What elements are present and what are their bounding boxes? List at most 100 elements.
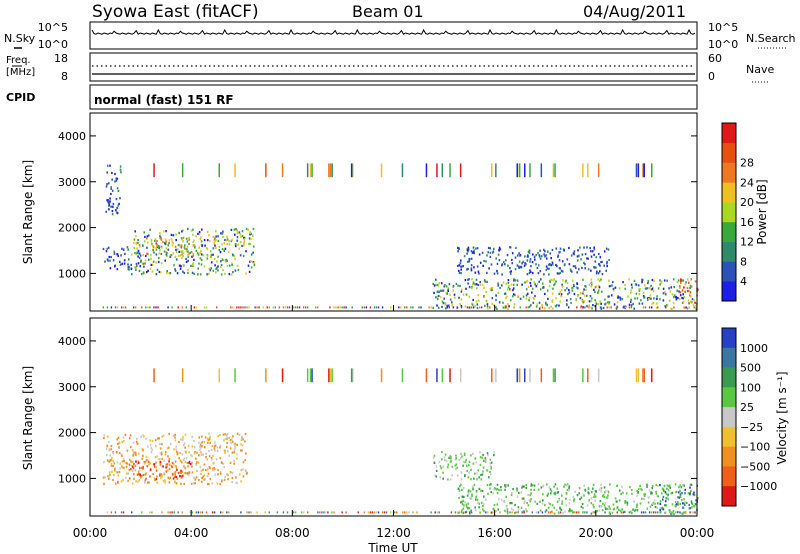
data-cell [475,461,478,464]
data-cell [108,204,110,207]
data-cell [562,512,564,515]
data-cell [460,290,463,293]
data-cell [458,458,461,462]
data-cell [472,452,474,455]
data-cell [680,278,682,281]
data-cell [459,163,462,178]
data-cell [648,511,651,514]
data-cell [136,437,138,440]
data-cell [209,269,212,272]
data-cell [157,306,159,309]
data-cell [505,305,508,308]
data-cell [151,243,153,246]
data-cell [462,499,465,503]
data-cell [250,260,252,263]
data-cell [536,502,539,505]
data-cell [622,281,624,284]
data-cell [662,489,665,492]
data-cell [477,294,480,297]
data-cell [200,472,202,476]
data-cell [278,306,281,309]
data-cell [198,246,200,249]
data-cell [489,458,492,461]
data-cell [590,269,592,272]
data-cell [240,511,242,514]
data-cell [544,504,546,507]
data-cell [470,478,472,481]
data-cell [144,460,147,463]
colorbar-tick-label: −1000 [740,480,777,493]
data-cell [509,270,512,274]
data-cell [592,304,594,307]
data-cell [464,511,467,514]
data-cell [688,294,691,297]
data-cell [201,435,203,438]
data-cell [444,459,446,462]
data-cell [541,282,544,285]
data-cell [174,255,177,258]
data-cell [469,490,472,493]
data-cell [223,478,226,481]
data-cell [583,294,586,297]
data-cell [489,487,491,490]
data-cell [187,271,189,274]
data-cell [129,434,132,437]
data-cell [268,306,270,309]
data-cell [114,172,116,176]
colorbar-tick-label: 1000 [740,342,768,355]
data-cell [529,368,531,383]
data-cell [479,283,482,287]
data-cell [159,447,162,450]
data-cell [142,272,145,275]
data-cell [626,503,629,506]
data-cell [185,257,187,260]
data-cell [497,282,499,285]
colorbar-tick-label: 24 [740,176,754,189]
data-cell [203,446,206,449]
data-cell [505,505,508,508]
data-cell [213,511,216,514]
data-cell [110,256,112,259]
data-cell [661,492,663,495]
data-cell [647,298,649,301]
data-cell [167,244,169,247]
data-cell [281,368,284,383]
data-cell [303,306,305,309]
data-cell [311,163,313,178]
data-cell [540,163,543,178]
data-cell [128,469,131,472]
data-cell [231,477,234,480]
data-cell [232,271,234,274]
data-cell [529,163,531,178]
data-cell [651,287,654,290]
data-cell [225,445,228,448]
data-cell [239,473,241,476]
data-cell [640,488,642,491]
data-cell [174,436,176,439]
data-cell [601,509,604,512]
data-cell [205,246,208,250]
data-cell [241,444,244,447]
data-cell [559,506,561,509]
data-cell [214,441,216,444]
data-cell [234,258,236,261]
data-cell [576,282,579,285]
data-cell [462,507,465,510]
data-cell [608,302,610,305]
data-cell [351,306,353,309]
data-cell [577,294,579,297]
data-cell [457,487,460,490]
data-cell [234,442,237,445]
data-cell [109,454,112,457]
data-cell [590,278,593,281]
data-cell [635,163,638,178]
data-cell [626,501,629,504]
data-cell [120,511,123,514]
data-cell [217,265,219,268]
data-cell [127,258,130,261]
data-cell [582,163,584,178]
data-cell [646,507,649,510]
data-cell [439,476,442,479]
data-cell [235,476,237,479]
data-cell [236,229,238,232]
